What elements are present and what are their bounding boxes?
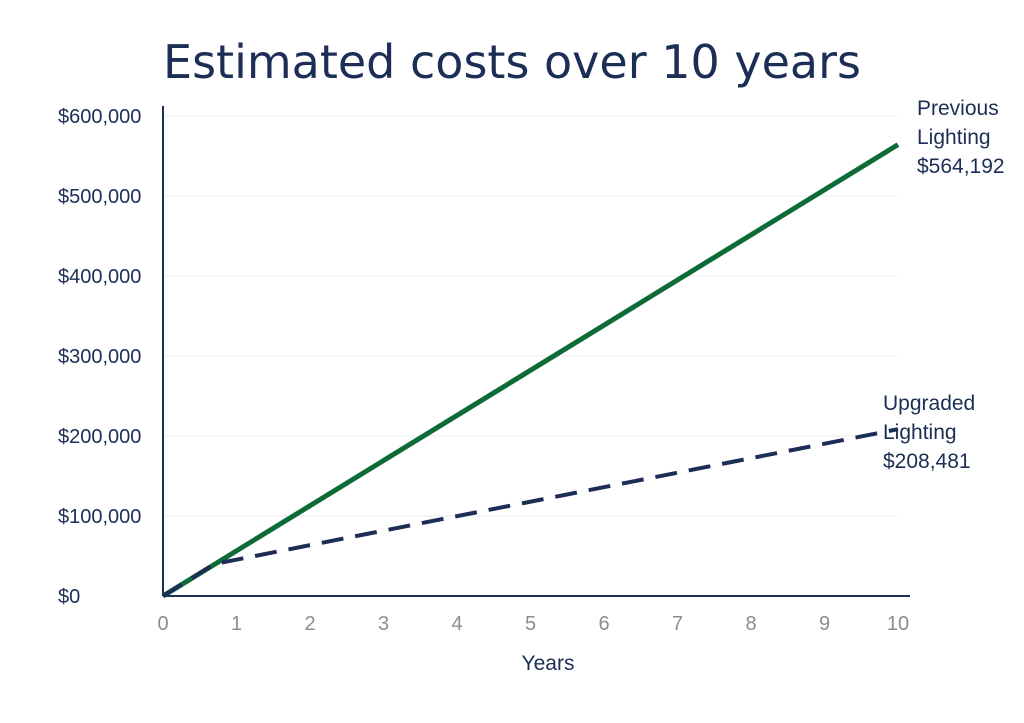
upgraded-lighting-line [161, 427, 899, 598]
x-tick-label: 9 [819, 613, 830, 635]
x-tick-label: 5 [525, 613, 536, 635]
series-lines [161, 142, 900, 599]
y-tick-label: $500,000 [58, 186, 141, 208]
upgraded-lighting-label: Upgraded Lighting $208,481 [883, 392, 975, 473]
x-axis-label: Years [522, 652, 575, 675]
y-axis-ticks: $0 $100,000 $200,000 $300,000 $400,000 $500,0… [58, 106, 141, 608]
x-tick-label: 3 [378, 613, 389, 635]
upgraded-lighting-label-line: Lighting [883, 421, 957, 444]
x-tick-label: 8 [745, 613, 756, 635]
previous-lighting-label-line: Previous [917, 97, 999, 120]
x-tick-label: 0 [157, 613, 168, 635]
y-tick-label: $0 [58, 586, 80, 608]
x-tick-label: 4 [451, 613, 462, 635]
previous-lighting-label-line: Lighting [917, 126, 991, 149]
upgraded-lighting-label-line: $208,481 [883, 450, 971, 473]
chart-title: Estimated costs over 10 years [163, 35, 861, 89]
y-tick-label: $400,000 [58, 266, 141, 288]
x-tick-label: 7 [672, 613, 683, 635]
y-tick-label: $600,000 [58, 106, 141, 128]
gridlines [163, 115, 898, 517]
x-tick-label: 10 [887, 613, 909, 635]
previous-lighting-label: Previous Lighting $564,192 [917, 97, 1005, 178]
series-annotations: Previous Lighting $564,192 Upgraded Lighting… [883, 97, 1005, 473]
y-tick-label: $300,000 [58, 346, 141, 368]
x-axis-ticks: 0 1 2 3 4 5 6 7 8 9 10 [157, 613, 909, 635]
x-tick-label: 2 [304, 613, 315, 635]
axes [162, 106, 910, 597]
y-tick-label: $200,000 [58, 426, 141, 448]
previous-lighting-line [161, 142, 900, 599]
upgraded-lighting-label-line: Upgraded [883, 392, 975, 415]
previous-lighting-label-line: $564,192 [917, 155, 1005, 178]
x-tick-label: 6 [598, 613, 609, 635]
y-tick-label: $100,000 [58, 506, 141, 528]
x-tick-label: 1 [231, 613, 242, 635]
